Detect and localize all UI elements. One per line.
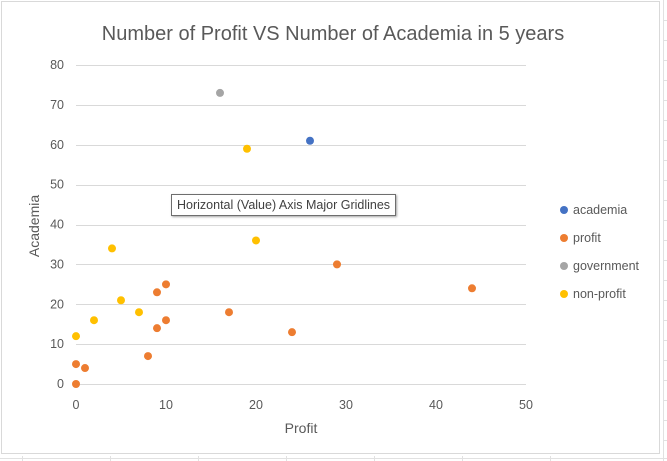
data-point-profit[interactable] xyxy=(81,364,89,373)
y-tick-label: 40 xyxy=(50,218,64,232)
scatter-chart: Number of Profit VS Number of Academia i… xyxy=(26,23,640,436)
legend-marker-academia xyxy=(560,206,568,214)
vertical-axis-labels[interactable]: 0 10 20 30 40 50 60 70 80 xyxy=(50,58,64,391)
y-axis-title[interactable]: Academia xyxy=(26,195,42,257)
legend-label-non-profit: non-profit xyxy=(573,287,626,301)
horizontal-major-gridlines[interactable] xyxy=(76,65,526,385)
data-point-academia[interactable] xyxy=(306,136,314,145)
data-point-profit[interactable] xyxy=(288,328,296,337)
y-tick-label: 60 xyxy=(50,138,64,152)
x-tick-label: 40 xyxy=(429,398,443,412)
data-point-government[interactable] xyxy=(216,88,224,97)
legend-marker-non-profit xyxy=(560,290,568,298)
x-tick-label: 50 xyxy=(519,398,533,412)
gridlines-tooltip: Horizontal (Value) Axis Major Gridlines xyxy=(171,194,397,216)
y-tick-label: 70 xyxy=(50,98,64,112)
x-tick-label: 20 xyxy=(249,398,263,412)
legend-marker-government xyxy=(560,262,568,270)
data-point-profit[interactable] xyxy=(225,308,233,317)
legend-marker-profit xyxy=(560,234,568,242)
y-tick-label: 20 xyxy=(50,297,64,311)
legend-label-profit: profit xyxy=(573,231,601,245)
data-point-profit[interactable] xyxy=(153,324,161,333)
data-point-non-profit[interactable] xyxy=(72,332,80,341)
legend-label-academia: academia xyxy=(573,203,627,217)
data-point-non-profit[interactable] xyxy=(243,144,251,153)
data-point-profit[interactable] xyxy=(72,380,80,388)
x-tick-label: 0 xyxy=(73,398,80,412)
chart-title[interactable]: Number of Profit VS Number of Academia i… xyxy=(102,23,564,45)
y-tick-label: 0 xyxy=(57,377,64,391)
x-tick-label: 30 xyxy=(339,398,353,412)
y-tick-label: 30 xyxy=(50,257,64,271)
data-point-profit[interactable] xyxy=(162,280,170,289)
data-point-profit[interactable] xyxy=(144,352,152,361)
data-point-profit[interactable] xyxy=(468,284,476,293)
legend-label-government: government xyxy=(573,259,640,273)
y-tick-label: 50 xyxy=(50,178,64,192)
data-point-profit[interactable] xyxy=(333,260,341,269)
data-point-non-profit[interactable] xyxy=(252,236,260,245)
data-point-non-profit[interactable] xyxy=(135,308,143,317)
x-axis-title[interactable]: Profit xyxy=(285,420,318,436)
data-point-profit[interactable] xyxy=(162,316,170,325)
plot-area[interactable] xyxy=(72,88,476,388)
horizontal-axis-labels[interactable]: 0 10 20 30 40 50 xyxy=(73,398,533,412)
chart-area[interactable]: Number of Profit VS Number of Academia i… xyxy=(1,1,660,454)
y-tick-label: 10 xyxy=(50,337,64,351)
data-point-non-profit[interactable] xyxy=(90,316,98,325)
y-tick-label: 80 xyxy=(50,58,64,72)
data-point-profit[interactable] xyxy=(72,360,80,369)
data-point-non-profit[interactable] xyxy=(117,296,125,305)
x-tick-label: 10 xyxy=(159,398,173,412)
legend[interactable]: academia profit government non-profit xyxy=(560,203,640,301)
data-point-profit[interactable] xyxy=(153,288,161,297)
data-point-non-profit[interactable] xyxy=(108,244,116,253)
